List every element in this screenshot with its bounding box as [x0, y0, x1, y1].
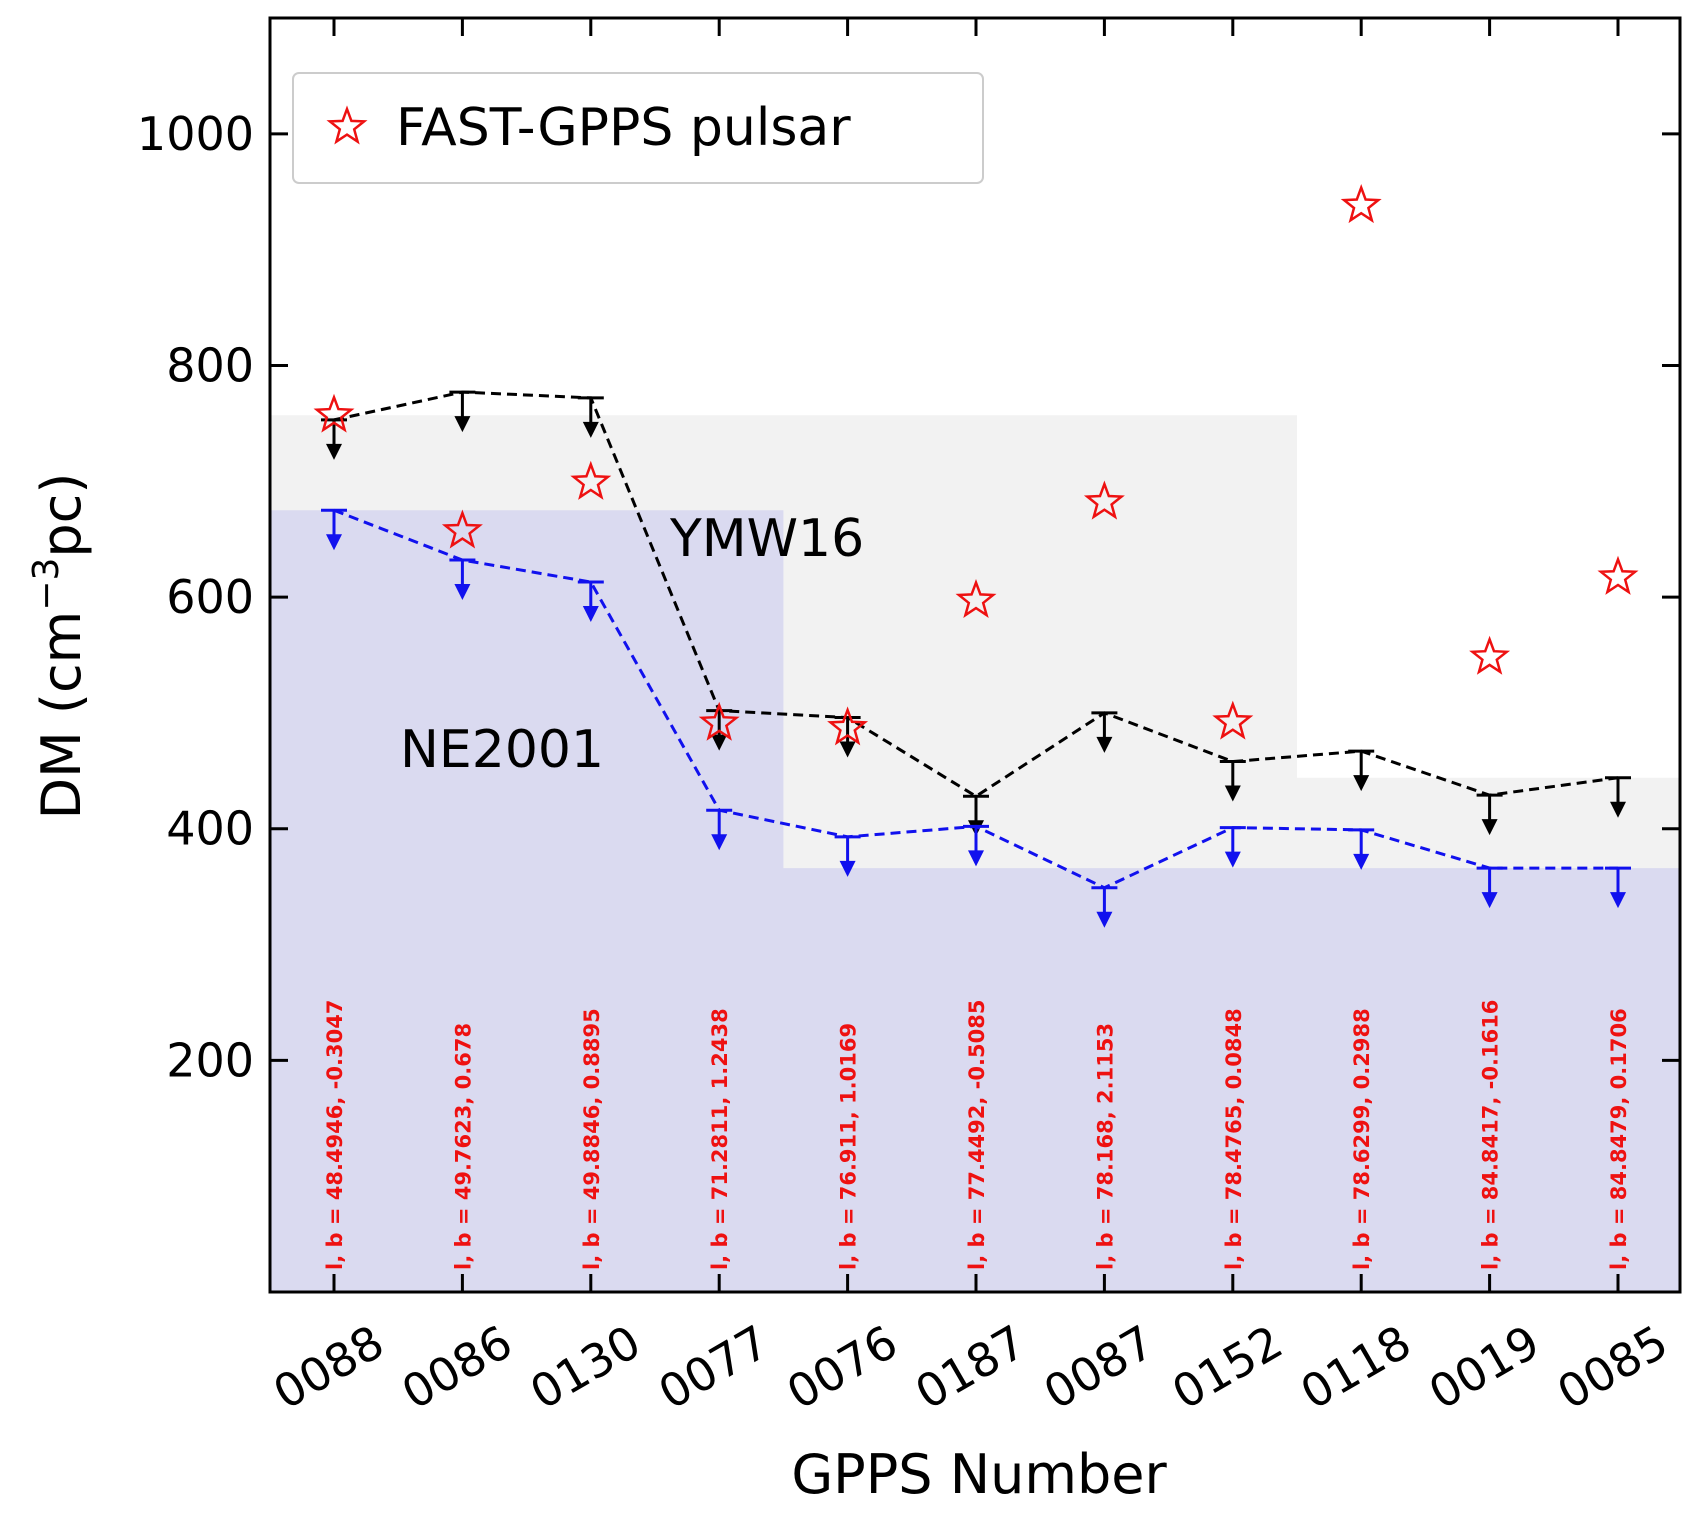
- x-tick-label-0088: 0088: [264, 1315, 392, 1420]
- ne2001-limit-arrow: [1353, 853, 1370, 870]
- ne2001-limit-arrow: [1610, 892, 1626, 909]
- ymw16-line: [333, 390, 1619, 799]
- y-tick-label-600: 600: [166, 570, 254, 624]
- ne2001-limit-arrow: [839, 860, 856, 877]
- x-tick-label-0130: 0130: [521, 1315, 649, 1420]
- y-tick-label-1000: 1000: [137, 107, 254, 161]
- y-axis-title-main: DM (cm: [30, 611, 93, 820]
- ymw16-limit-arrow: [1224, 785, 1241, 802]
- ymw16-label: YMW16: [669, 509, 864, 569]
- pulsar-star-0077: [698, 701, 740, 741]
- coord-label-0130: l, b = 49.8846, 0.8895: [580, 1008, 604, 1270]
- x-tick-label-0077: 0077: [650, 1315, 778, 1420]
- y-axis-title-end: pc): [30, 473, 93, 558]
- x-tick-label-0187: 0187: [906, 1315, 1034, 1420]
- coord-label-0118: l, b = 78.6299, 0.2988: [1350, 1008, 1374, 1270]
- x-tick-label-0087: 0087: [1035, 1315, 1163, 1420]
- coord-label-0086: l, b = 49.7623, 0.678: [451, 1023, 475, 1270]
- ne2001-label: NE2001: [400, 720, 604, 780]
- legend: FAST-GPPS pulsar: [292, 72, 984, 184]
- y-tick-label-400: 400: [166, 802, 254, 856]
- pulsar-star-0085: [1597, 555, 1639, 595]
- coord-label-0088: l, b = 48.4946, -0.3047: [323, 1000, 347, 1270]
- shaded-band-1: [270, 510, 1680, 1292]
- x-axis-title: GPPS Number: [791, 1443, 1167, 1506]
- ymw16-limit-arrow: [1610, 801, 1626, 818]
- y-tick-label-200: 200: [166, 1033, 254, 1087]
- pulsar-star-0086: [441, 509, 483, 549]
- pulsar-star-0088: [313, 393, 355, 433]
- legend-label: FAST-GPPS pulsar: [396, 98, 851, 158]
- legend-star-icon: [326, 105, 368, 145]
- y-axis-title: DM (cm−3pc): [26, 473, 93, 820]
- pulsar-star-0019: [1469, 635, 1511, 675]
- ne2001-limit-arrow: [1096, 911, 1113, 928]
- ne2001-limit-arrow: [326, 534, 342, 551]
- y-tick-label-800: 800: [166, 338, 254, 392]
- x-tick-label-0118: 0118: [1292, 1315, 1420, 1420]
- coord-label-0085: l, b = 84.8479, 0.1706: [1607, 1008, 1631, 1270]
- coord-label-0019: l, b = 84.8417, -0.1616: [1479, 1000, 1503, 1270]
- pulsar-star-0187: [955, 579, 997, 618]
- ne2001-limit-arrow: [968, 850, 984, 867]
- ymw16-limit-arrow: [711, 734, 728, 751]
- pulsar-star-0076: [827, 706, 869, 746]
- ymw16-limit-arrow: [454, 416, 471, 433]
- x-tick-label-0076: 0076: [778, 1315, 906, 1420]
- y-axis-title-sup: −3: [26, 558, 67, 611]
- ymw16-limit-arrow: [1096, 736, 1113, 753]
- legend-star-shape: [326, 105, 368, 145]
- pulsar-markers: [313, 183, 1639, 746]
- coord-label-0077: l, b = 71.2811, 1.2438: [708, 1008, 732, 1270]
- model-lines: [321, 390, 1631, 928]
- pulsar-star-0087: [1083, 480, 1125, 520]
- x-tick-label-0019: 0019: [1420, 1315, 1548, 1420]
- ymw16-limit-arrow: [326, 443, 342, 460]
- x-tick-label-0152: 0152: [1163, 1315, 1291, 1420]
- coord-label-0076: l, b = 76.911, 1.0169: [837, 1023, 861, 1270]
- ne2001-limit-arrow: [1481, 892, 1498, 909]
- ne2001-limit-arrow: [711, 834, 728, 851]
- x-tick-label-0085: 0085: [1548, 1315, 1676, 1420]
- ne2001-limit-arrow: [454, 584, 471, 601]
- pulsar-star-0130: [570, 460, 612, 500]
- ne2001-limit-arrow: [582, 606, 599, 623]
- legend-box: [292, 72, 984, 184]
- ne2001-limit-arrow: [1224, 851, 1241, 868]
- ymw16-limit-arrow: [1481, 819, 1498, 836]
- coord-label-0087: l, b = 78.168, 2.1153: [1093, 1023, 1117, 1270]
- pulsar-star-0152: [1212, 700, 1254, 740]
- ymw16-limit-arrow: [839, 741, 856, 758]
- pulsar-star-0118: [1340, 183, 1382, 224]
- coordinate-labels: l, b = 48.4946, -0.3047 l, b = 49.7623, 0…: [323, 1000, 1631, 1270]
- ymw16-limit-arrow: [582, 421, 599, 438]
- coord-label-0152: l, b = 78.4765, 0.0848: [1222, 1008, 1246, 1270]
- ymw16-limit-arrow: [1353, 775, 1370, 792]
- coord-label-0187: l, b = 77.4492, -0.5085: [965, 1000, 989, 1270]
- x-tick-label-0086: 0086: [393, 1315, 521, 1420]
